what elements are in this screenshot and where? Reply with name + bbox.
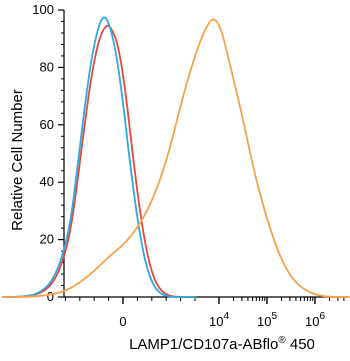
y-axis-title: Relative Cell Number <box>9 89 26 231</box>
series-line-1 <box>2 16 196 298</box>
series-line-0 <box>2 24 196 298</box>
axes-layer: 0 20 40 60 80 100 0 104 105 106 <box>32 2 348 329</box>
x-tick-label: 0 <box>119 314 126 329</box>
x-tick-label: 104 <box>209 311 229 329</box>
x-axis-title: LAMP1/CD107a-ABflo® 450 <box>129 335 315 353</box>
series-layer <box>2 16 350 298</box>
x-tick-label: 105 <box>257 311 277 329</box>
y-tick-label: 0 <box>47 289 54 304</box>
x-axis-title-suffix: 450 <box>286 336 315 353</box>
x-axis-title-main: LAMP1/CD107a-ABflo <box>129 336 278 353</box>
y-tick-label: 80 <box>40 59 54 74</box>
x-axis-title-superscript: ® <box>278 335 286 346</box>
labels-layer: Relative Cell Number LAMP1/CD107a-ABflo®… <box>9 89 315 353</box>
y-tick-label: 60 <box>40 117 54 132</box>
x-tick-label: 106 <box>305 311 325 329</box>
y-tick-label: 40 <box>40 174 54 189</box>
y-tick-label: 20 <box>40 232 54 247</box>
series-line-2 <box>2 18 350 298</box>
y-tick-label: 100 <box>32 2 54 17</box>
